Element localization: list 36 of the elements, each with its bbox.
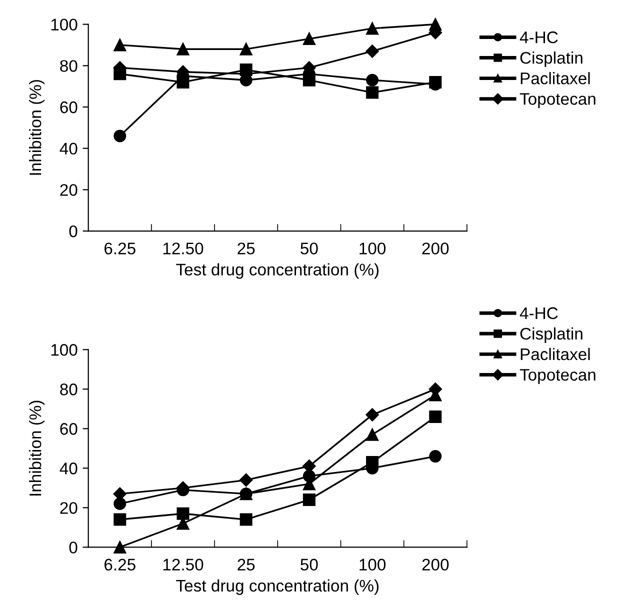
x-tick-label: 12.50 <box>163 558 204 571</box>
legend-label: 4-HC <box>520 31 558 44</box>
y-tick-label: 20 <box>60 184 78 196</box>
legend-label: Topotecan <box>520 369 596 384</box>
legend-label: Topotecan <box>520 93 596 108</box>
x-tick-label: 100 <box>360 242 386 254</box>
legend-label: Cisplatin <box>520 52 582 68</box>
x-tick-label: 6.25 <box>104 558 136 571</box>
y-axis-title: Inhibition (%) <box>29 400 45 496</box>
x-tick-label: 25 <box>238 242 255 254</box>
y-tick-label: 80 <box>60 60 78 72</box>
x-tick-label: 6.25 <box>104 242 136 254</box>
x-tick-label: 200 <box>422 558 449 571</box>
x-axis-title: Test drug concentration (%) <box>176 263 379 279</box>
y-tick-label: 20 <box>60 502 78 514</box>
y-tick-label: 100 <box>51 18 78 31</box>
x-tick-label: 50 <box>300 242 318 254</box>
y-tick-label: 60 <box>60 423 78 435</box>
y-tick-label: 40 <box>60 462 78 474</box>
y-tick-label: 0 <box>69 225 78 238</box>
x-tick-label: 12.50 <box>163 242 204 254</box>
legend-label: Paclitaxel <box>520 72 590 84</box>
x-tick-label: 100 <box>360 558 386 571</box>
x-tick-label: 25 <box>238 558 255 571</box>
y-axis-title: Inhibition (%) <box>29 80 45 175</box>
y-tick-label: 0 <box>69 542 78 554</box>
y-tick-label: 100 <box>51 344 78 356</box>
legend-label: 4-HC <box>520 307 558 320</box>
y-tick-label: 60 <box>60 101 78 114</box>
legend-label: Cisplatin <box>520 327 582 343</box>
x-tick-label: 200 <box>422 242 449 254</box>
legend-label: Paclitaxel <box>520 348 590 360</box>
y-tick-label: 80 <box>60 384 78 396</box>
y-tick-label: 40 <box>60 142 78 155</box>
x-tick-label: 50 <box>300 558 318 571</box>
x-axis-title: Test drug concentration (%) <box>176 579 379 595</box>
